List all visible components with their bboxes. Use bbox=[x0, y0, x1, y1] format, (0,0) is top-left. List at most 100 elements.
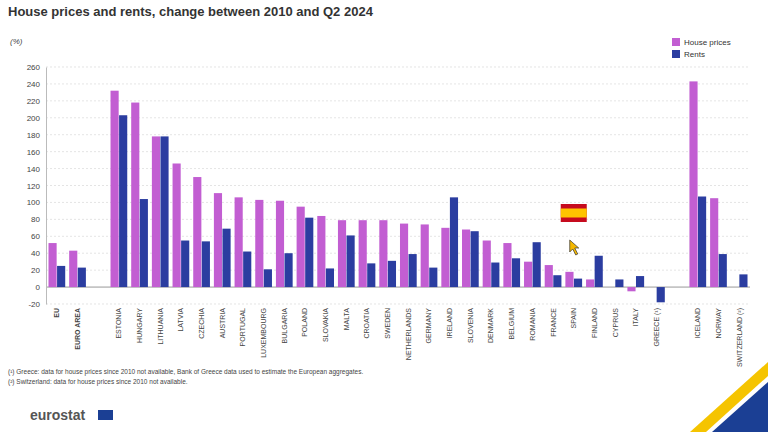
legend-item: Rents bbox=[672, 50, 705, 59]
x-tick-label: EU bbox=[53, 308, 60, 318]
bar bbox=[586, 279, 594, 287]
source-logo: eurostat bbox=[30, 407, 113, 423]
x-tick: CZECHIA bbox=[198, 304, 205, 339]
bar bbox=[57, 266, 65, 287]
y-tick-label: 0 bbox=[36, 283, 41, 292]
x-tick-label: ROMANIA bbox=[529, 308, 536, 341]
bar bbox=[152, 136, 160, 287]
x-axis: EUEURO AREAESTONIAHUNGARYLITHUANIALATVIA… bbox=[53, 304, 743, 367]
bar bbox=[462, 230, 470, 288]
bar bbox=[615, 279, 623, 287]
bar bbox=[243, 252, 251, 288]
bar bbox=[441, 228, 449, 287]
bar bbox=[400, 224, 408, 287]
x-tick-label: LATVIA bbox=[177, 308, 184, 332]
bar bbox=[512, 258, 520, 287]
y-tick-label: 200 bbox=[27, 114, 41, 123]
y-tick: 240 bbox=[27, 80, 46, 89]
x-tick: BULGARIA bbox=[281, 304, 288, 343]
grid-line bbox=[46, 270, 750, 271]
bar bbox=[359, 220, 367, 287]
bar bbox=[503, 243, 511, 287]
y-tick-label: 120 bbox=[27, 182, 41, 191]
bar bbox=[367, 263, 375, 287]
x-tick: SPAIN bbox=[570, 304, 577, 329]
flag-icon bbox=[561, 204, 587, 222]
footnote: (²) Switzerland: data for house prices s… bbox=[8, 378, 188, 386]
x-tick: ITALY bbox=[632, 304, 639, 326]
bar bbox=[698, 197, 706, 288]
x-tick: FRANCE bbox=[550, 304, 557, 337]
x-tick-label: ICELAND bbox=[694, 308, 701, 338]
x-tick-label: HUNGARY bbox=[136, 308, 143, 343]
x-tick: IRELAND bbox=[446, 304, 453, 338]
bar bbox=[160, 136, 168, 287]
grid-line bbox=[46, 304, 750, 305]
x-tick: CROATIA bbox=[363, 304, 370, 339]
bar bbox=[471, 231, 479, 287]
grid-line bbox=[46, 151, 750, 152]
x-tick-label: LUXEMBOURG bbox=[260, 308, 267, 358]
x-tick: NETHERLANDS bbox=[405, 304, 412, 360]
x-tick: ICELAND bbox=[694, 304, 701, 338]
grid-line bbox=[46, 253, 750, 254]
y-tick-label: 20 bbox=[31, 266, 40, 275]
bar bbox=[235, 197, 243, 287]
y-tick: 100 bbox=[27, 198, 46, 207]
bar bbox=[338, 220, 346, 287]
y-tick: 80 bbox=[31, 215, 46, 224]
x-tick-label: CYPRUS bbox=[612, 308, 619, 338]
x-tick-label: BELGIUM bbox=[508, 308, 515, 340]
bar bbox=[574, 279, 582, 287]
bar bbox=[429, 268, 437, 287]
bar bbox=[388, 261, 396, 287]
x-tick-label: CZECHIA bbox=[198, 308, 205, 339]
bar bbox=[78, 268, 86, 287]
y-tick: 0 bbox=[36, 283, 46, 292]
y-tick-label: 260 bbox=[27, 63, 41, 72]
bar bbox=[264, 269, 272, 287]
x-tick: DENMARK bbox=[487, 304, 494, 343]
x-tick: HUNGARY bbox=[136, 304, 143, 343]
bar bbox=[636, 276, 644, 287]
x-tick: EURO AREA bbox=[74, 304, 81, 350]
x-tick-label: EURO AREA bbox=[74, 308, 81, 350]
y-tick: 160 bbox=[27, 148, 46, 157]
grid-line bbox=[46, 117, 750, 118]
y-tick-label: 80 bbox=[31, 215, 40, 224]
bar bbox=[565, 272, 573, 287]
legend-swatch bbox=[672, 50, 680, 58]
grid-line bbox=[46, 202, 750, 203]
bar bbox=[119, 115, 127, 287]
bar bbox=[222, 229, 230, 287]
grid-line bbox=[46, 185, 750, 186]
bar bbox=[421, 224, 429, 287]
y-tick-label: 40 bbox=[31, 249, 40, 258]
legend-item: House prices bbox=[672, 38, 731, 47]
y-tick-label: 140 bbox=[27, 165, 41, 174]
grid-line bbox=[46, 134, 750, 135]
bar bbox=[202, 241, 210, 287]
grid-line bbox=[46, 168, 750, 169]
y-tick-label: 220 bbox=[27, 97, 41, 106]
bar bbox=[181, 241, 189, 288]
bar bbox=[305, 218, 313, 287]
x-tick: GREECE (¹) bbox=[653, 304, 661, 347]
x-tick-label: MALTA bbox=[343, 308, 350, 331]
decor-yellow bbox=[690, 362, 768, 432]
decor-blue bbox=[712, 382, 768, 432]
source: eurostat bbox=[30, 407, 86, 423]
x-tick-label: DENMARK bbox=[487, 308, 494, 343]
x-tick: ROMANIA bbox=[529, 304, 536, 341]
x-tick-label: SLOVAKIA bbox=[322, 308, 329, 342]
flag-red bbox=[561, 204, 587, 222]
x-tick: EU bbox=[53, 304, 60, 318]
bar bbox=[689, 81, 697, 287]
y-tick-label: 60 bbox=[31, 232, 40, 241]
x-tick: MALTA bbox=[343, 304, 350, 330]
x-tick: LITHUANIA bbox=[157, 304, 164, 345]
y-tick-label: 160 bbox=[27, 148, 41, 157]
bar bbox=[450, 197, 458, 287]
x-tick-label: PORTUGAL bbox=[239, 308, 246, 346]
x-tick-label: ITALY bbox=[632, 308, 639, 327]
